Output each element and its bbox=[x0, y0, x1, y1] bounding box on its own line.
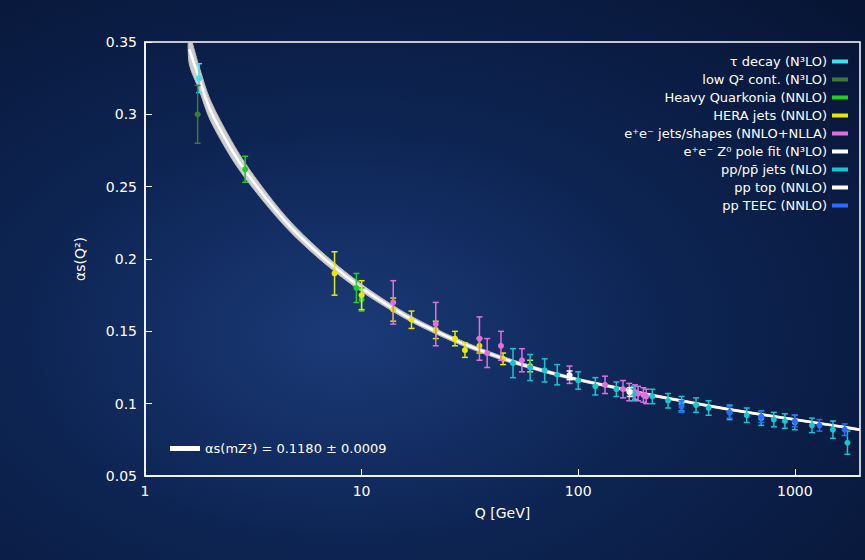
svg-text:αs(mZ²) = 0.1180 ± 0.0009: αs(mZ²) = 0.1180 ± 0.0009 bbox=[205, 441, 387, 456]
svg-text:10: 10 bbox=[353, 483, 371, 499]
svg-text:e⁺e⁻ jets/shapes (NNLO+NLLA): e⁺e⁻ jets/shapes (NNLO+NLLA) bbox=[624, 126, 827, 141]
svg-text:0.25: 0.25 bbox=[106, 179, 137, 195]
svg-text:αs(Q²): αs(Q²) bbox=[72, 237, 88, 281]
svg-text:pp TEEC (NNLO): pp TEEC (NNLO) bbox=[722, 198, 827, 213]
svg-text:0.15: 0.15 bbox=[106, 323, 137, 339]
svg-text:Heavy Quarkonia (NNLO): Heavy Quarkonia (NNLO) bbox=[664, 90, 827, 105]
svg-text:Q [GeV]: Q [GeV] bbox=[475, 505, 530, 521]
svg-text:τ decay (N³LO): τ decay (N³LO) bbox=[730, 54, 827, 69]
svg-text:low Q² cont. (N³LO): low Q² cont. (N³LO) bbox=[702, 72, 827, 87]
svg-text:1000: 1000 bbox=[777, 483, 813, 499]
svg-text:0.1: 0.1 bbox=[115, 396, 137, 412]
svg-text:1: 1 bbox=[141, 483, 150, 499]
svg-text:HERA jets (NNLO): HERA jets (NNLO) bbox=[713, 108, 827, 123]
svg-text:0.05: 0.05 bbox=[106, 468, 137, 484]
svg-text:0.35: 0.35 bbox=[106, 34, 137, 50]
svg-text:0.3: 0.3 bbox=[115, 106, 137, 122]
svg-text:pp top (NNLO): pp top (NNLO) bbox=[734, 180, 827, 195]
svg-text:pp/pp̄ jets (NLO): pp/pp̄ jets (NLO) bbox=[721, 162, 827, 177]
svg-text:100: 100 bbox=[565, 483, 592, 499]
svg-text:e⁺e⁻ Z⁰ pole fit (N³LO): e⁺e⁻ Z⁰ pole fit (N³LO) bbox=[683, 144, 827, 159]
svg-text:0.2: 0.2 bbox=[115, 251, 137, 267]
